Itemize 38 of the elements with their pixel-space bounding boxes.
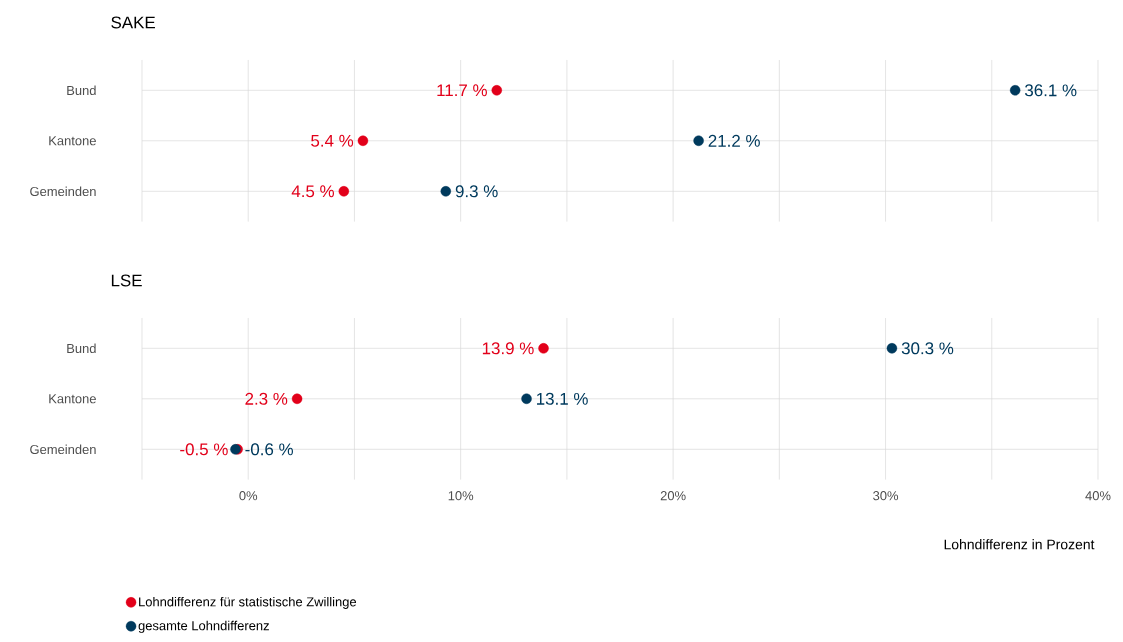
point bbox=[491, 85, 502, 96]
point bbox=[886, 343, 898, 354]
data-label: 9.3 % bbox=[455, 185, 498, 198]
x-tick-label: 20% bbox=[660, 491, 686, 501]
point bbox=[538, 343, 549, 354]
x-tick-label: 40% bbox=[1085, 491, 1111, 501]
y-tick-label: Bund bbox=[67, 343, 96, 354]
data-label: 30.3 % bbox=[901, 342, 954, 355]
x-tick-label: 0% bbox=[239, 491, 258, 501]
point bbox=[521, 393, 532, 404]
data-label: 5.4 % bbox=[311, 134, 354, 147]
point bbox=[440, 186, 451, 197]
y-tick-label: Gemeinden bbox=[30, 444, 96, 455]
point bbox=[338, 186, 350, 197]
chart-title: LSE bbox=[111, 274, 142, 287]
data-label: 2.3 % bbox=[245, 392, 288, 405]
y-tick-label: Kantone bbox=[49, 394, 96, 404]
y-tick-label: Gemeinden bbox=[30, 186, 96, 197]
point bbox=[291, 393, 303, 404]
point bbox=[357, 135, 369, 146]
x-axis-title: Lohndifferenz in Prozent bbox=[944, 539, 1095, 550]
data-label: 13.1 % bbox=[537, 392, 588, 405]
data-label: 11.7 % bbox=[437, 84, 487, 97]
chart-title: SAKE bbox=[111, 16, 155, 29]
x-tick-label: 10% bbox=[448, 491, 474, 501]
legend-label: Lohndifferenz für statistische Zwillinge bbox=[139, 596, 357, 609]
point bbox=[1009, 85, 1021, 96]
y-tick-label: Kantone bbox=[49, 136, 96, 146]
data-label: 4.5 % bbox=[291, 185, 334, 198]
point bbox=[693, 135, 704, 146]
data-label: 36.1 % bbox=[1024, 84, 1077, 97]
data-label: 21.2 % bbox=[708, 134, 760, 147]
legend-label: gesamte Lohndifferenz bbox=[138, 620, 269, 633]
data-label: -0.6 % bbox=[245, 443, 293, 456]
data-label: -0.5 % bbox=[180, 443, 228, 456]
data-label: 13.9 % bbox=[482, 342, 534, 355]
y-tick-label: Bund bbox=[67, 85, 96, 96]
x-tick-label: 30% bbox=[873, 491, 899, 501]
